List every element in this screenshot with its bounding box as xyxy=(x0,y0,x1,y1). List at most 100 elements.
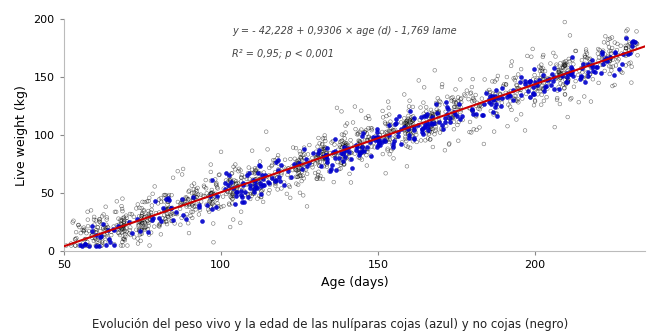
Point xyxy=(183,197,193,202)
Point xyxy=(71,235,82,241)
Point xyxy=(422,124,433,129)
Point xyxy=(407,133,417,138)
Point xyxy=(579,94,589,99)
Point xyxy=(259,170,269,175)
Point xyxy=(91,227,102,233)
Point xyxy=(612,52,622,57)
Point xyxy=(402,123,412,128)
Point xyxy=(109,243,119,248)
Point xyxy=(566,69,576,74)
Point xyxy=(317,156,327,162)
Point xyxy=(226,180,236,185)
Point xyxy=(337,151,348,157)
Point xyxy=(119,219,129,224)
Point xyxy=(249,186,260,192)
Point xyxy=(558,70,568,76)
Point xyxy=(523,79,534,85)
Point xyxy=(184,201,195,206)
Point xyxy=(135,231,146,236)
Point xyxy=(595,47,605,53)
Point xyxy=(296,162,307,167)
Point xyxy=(176,201,186,206)
Point xyxy=(471,112,481,117)
Point xyxy=(120,231,131,237)
Point xyxy=(382,146,393,151)
Point xyxy=(230,190,241,195)
Point xyxy=(582,55,593,61)
Point xyxy=(220,178,231,183)
Point xyxy=(405,130,415,135)
Point xyxy=(403,126,413,132)
Point xyxy=(236,179,246,184)
Point xyxy=(333,151,344,156)
Point xyxy=(353,155,364,160)
Point xyxy=(361,153,372,158)
Point xyxy=(117,224,128,230)
Point xyxy=(147,207,157,212)
Point xyxy=(294,173,305,179)
Point xyxy=(139,225,150,231)
Point xyxy=(474,104,484,109)
Point xyxy=(493,98,504,103)
Point xyxy=(405,120,416,125)
Point xyxy=(144,232,154,237)
Point xyxy=(70,243,81,248)
Point xyxy=(405,145,415,151)
Point xyxy=(350,151,360,156)
Point xyxy=(280,157,290,162)
Point xyxy=(166,205,176,211)
Point xyxy=(182,195,192,200)
Point xyxy=(268,158,279,163)
Point xyxy=(424,132,434,137)
Point xyxy=(335,162,346,167)
Point xyxy=(346,180,356,185)
Point xyxy=(290,167,301,172)
Point xyxy=(335,160,346,165)
Point xyxy=(417,126,428,132)
Point xyxy=(550,75,561,81)
Point xyxy=(502,95,512,100)
Point xyxy=(97,221,108,226)
Point xyxy=(250,177,261,182)
Point xyxy=(560,63,570,68)
Point xyxy=(303,152,313,157)
Point xyxy=(521,86,532,92)
Point xyxy=(102,215,112,220)
Point xyxy=(604,59,614,64)
Text: y = - 42,228 + 0,9306 × age (d) - 1,769 lame: y = - 42,228 + 0,9306 × age (d) - 1,769 … xyxy=(232,26,457,36)
Point xyxy=(87,232,98,238)
Point xyxy=(621,35,632,40)
Point xyxy=(301,156,312,161)
Point xyxy=(117,243,128,248)
Point xyxy=(430,124,441,129)
Point xyxy=(282,191,292,196)
Point xyxy=(527,83,537,88)
Point xyxy=(115,225,126,230)
Point xyxy=(96,243,107,248)
Point xyxy=(392,134,403,140)
Point xyxy=(444,141,455,146)
Point xyxy=(371,135,381,140)
Point xyxy=(73,222,84,228)
Point xyxy=(314,153,325,159)
Point xyxy=(390,120,401,125)
Point xyxy=(578,75,588,80)
Point xyxy=(553,69,564,75)
Point xyxy=(444,116,455,121)
Point xyxy=(475,102,485,107)
Point xyxy=(609,72,619,77)
Point xyxy=(390,127,401,133)
Point xyxy=(428,121,439,126)
Point xyxy=(491,87,502,93)
Point xyxy=(88,217,99,222)
Point xyxy=(136,216,147,221)
Point xyxy=(597,62,608,67)
Point xyxy=(134,213,145,219)
Point xyxy=(624,51,634,56)
Point xyxy=(162,214,173,219)
Point xyxy=(289,161,300,167)
Point xyxy=(539,98,549,104)
Point xyxy=(560,60,570,65)
Point xyxy=(531,81,542,87)
Point xyxy=(321,145,332,150)
